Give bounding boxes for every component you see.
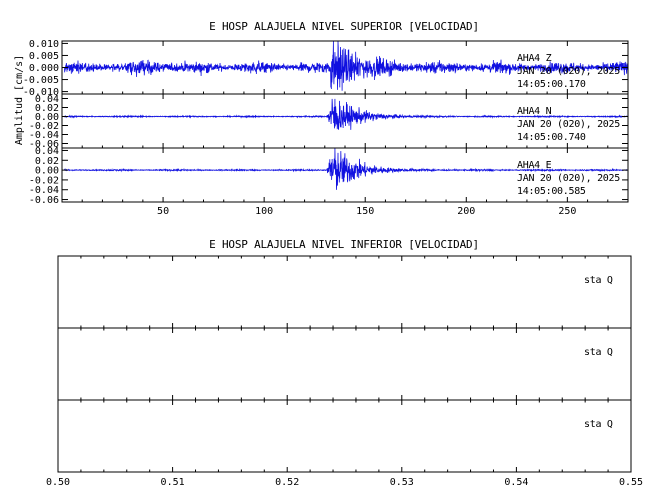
station-label: sta Q — [584, 347, 613, 358]
y-tick-label: 0.02 — [35, 156, 59, 167]
top-chart-ylabel: Amplitud [cm/s] — [14, 55, 25, 145]
trace-date: JAN 20 (020), 2025 — [517, 173, 620, 184]
y-tick-label: -0.06 — [29, 139, 59, 150]
x-tick-label: 0.51 — [161, 477, 185, 488]
x-tick-label: 0.52 — [275, 477, 299, 488]
x-tick-label: 0.55 — [619, 477, 643, 488]
trace-start-time: 14:05:00.740 — [517, 132, 586, 143]
x-tick-label: 0.50 — [46, 477, 70, 488]
y-tick-label: -0.04 — [29, 130, 59, 141]
y-tick-label: 0.000 — [29, 63, 59, 74]
y-tick-label: 0.00 — [35, 112, 59, 123]
trace-start-time: 14:05:00.170 — [517, 79, 586, 90]
y-tick-label: 0.04 — [35, 146, 59, 157]
y-tick-label: 0.005 — [29, 51, 59, 62]
empty-panel-frame-2 — [57, 327, 632, 401]
station-label: AHA4 E — [517, 160, 552, 171]
empty-panel-frame-3 — [57, 399, 632, 473]
x-tick-label: 250 — [558, 206, 576, 217]
y-tick-label: -0.02 — [29, 121, 59, 132]
y-tick-label: -0.04 — [29, 185, 59, 196]
text-layer: E HOSP ALAJUELA NIVEL SUPERIOR [VELOCIDA… — [14, 20, 643, 488]
y-tick-label: 0.02 — [35, 103, 59, 114]
trace-date: JAN 20 (020), 2025 — [517, 119, 620, 130]
y-tick-label: 0.010 — [29, 39, 59, 50]
x-tick-label: 100 — [255, 206, 273, 217]
bottom-chart-title: E HOSP ALAJUELA NIVEL INFERIOR [VELOCIDA… — [209, 238, 479, 251]
waveform-trace-1 — [64, 41, 628, 91]
station-label: sta Q — [584, 275, 613, 286]
x-tick-label: 0.53 — [390, 477, 414, 488]
x-tick-label: 200 — [457, 206, 475, 217]
top-chart-title: E HOSP ALAJUELA NIVEL SUPERIOR [VELOCIDA… — [209, 20, 479, 33]
x-tick-label: 0.54 — [504, 477, 528, 488]
x-tick-label: 150 — [356, 206, 374, 217]
traces-layer — [64, 41, 628, 190]
y-tick-label: 0.00 — [35, 166, 59, 177]
empty-panel-frame-1 — [57, 255, 632, 329]
y-tick-label: -0.02 — [29, 175, 59, 186]
x-tick-label: 50 — [157, 206, 169, 217]
station-label: AHA4 N — [517, 106, 552, 117]
y-tick-label: -0.010 — [23, 87, 59, 98]
trace-start-time: 14:05:00.585 — [517, 186, 586, 197]
axes-layer — [57, 40, 632, 473]
waveform-trace-2 — [64, 98, 628, 130]
y-tick-label: -0.06 — [29, 195, 59, 206]
station-label: sta Q — [584, 419, 613, 430]
waveform-trace-3 — [64, 148, 628, 190]
station-label: AHA4 Z — [517, 53, 552, 64]
y-tick-label: 0.04 — [35, 94, 59, 105]
y-tick-label: -0.005 — [23, 75, 59, 86]
trace-date: JAN 20 (020), 2025 — [517, 66, 620, 77]
